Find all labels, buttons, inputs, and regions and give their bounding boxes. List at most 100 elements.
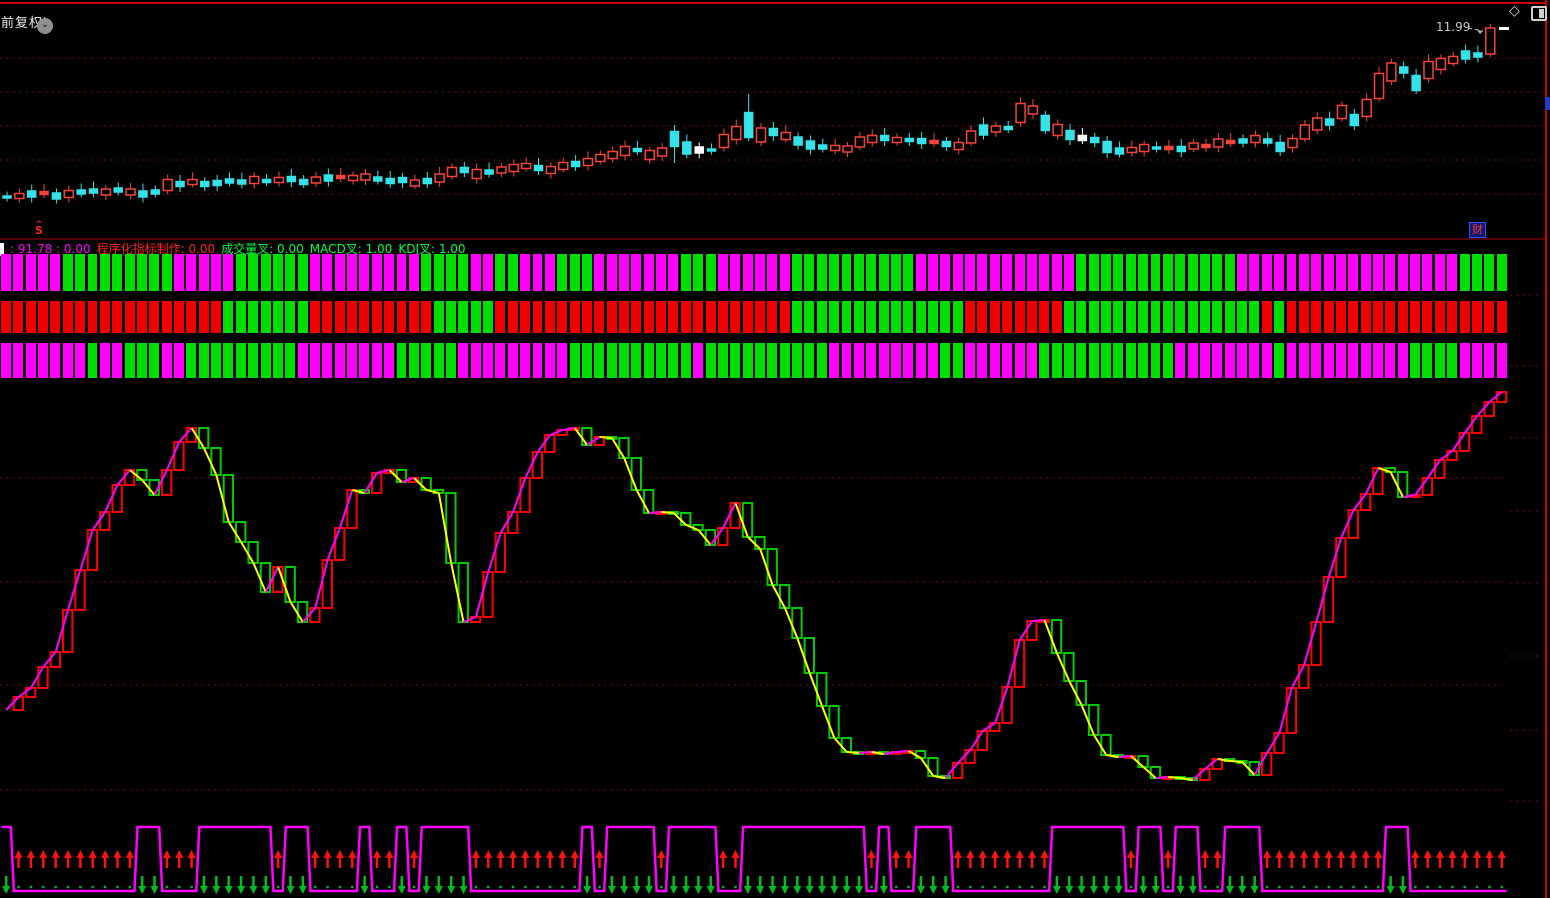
band-cell — [742, 301, 753, 333]
band-cell — [1286, 301, 1297, 333]
band-cell — [705, 301, 716, 333]
band-cell — [965, 343, 976, 378]
band-cell — [1274, 343, 1285, 378]
band-cell — [532, 301, 543, 333]
band-cell — [235, 254, 246, 291]
band-cell — [285, 343, 296, 378]
band-cell — [693, 301, 704, 333]
band-cell — [1311, 301, 1322, 333]
band-cell — [347, 254, 358, 291]
indicator-item-1[interactable]: 程序化指标制作: 0.00 — [96, 242, 216, 256]
band-cell — [680, 254, 691, 291]
panel-layout-icon[interactable] — [1531, 6, 1547, 21]
band-cell — [1051, 301, 1062, 333]
band-cell — [1125, 343, 1136, 378]
band-cell — [458, 254, 469, 291]
band-cell — [1484, 301, 1495, 333]
indicator-item-2[interactable]: 成交量叉: 0.00 — [221, 242, 304, 256]
band-cell — [38, 301, 49, 333]
band-cell — [1076, 343, 1087, 378]
band-cell — [458, 301, 469, 333]
band-cell — [310, 301, 320, 333]
diamond-icon[interactable]: ◇ — [1509, 3, 1520, 19]
band-cell — [717, 254, 728, 291]
band-cell — [211, 254, 222, 291]
band-cell — [1101, 343, 1112, 378]
band-cell — [1002, 301, 1013, 333]
band-cell — [767, 254, 778, 291]
band-cell — [149, 343, 160, 378]
band-cell — [606, 343, 617, 378]
band-cell — [396, 343, 407, 378]
band-cell — [1261, 343, 1272, 378]
band-cell — [532, 343, 543, 378]
band-cell — [112, 301, 123, 333]
band-cell — [13, 343, 24, 378]
band-cell — [755, 343, 765, 378]
band-cell — [804, 254, 815, 291]
band-cell — [866, 343, 877, 378]
band-cell — [829, 254, 840, 291]
band-cell — [1422, 343, 1433, 378]
band-cell — [619, 301, 629, 333]
band-cell — [668, 254, 679, 291]
band-cell — [866, 301, 877, 333]
finance-info-tag[interactable]: 财 — [1469, 222, 1486, 238]
band-cell — [1199, 254, 1210, 291]
band-cell — [1335, 343, 1346, 378]
chevron-down-icon[interactable]: ⌄ — [37, 18, 53, 34]
indicator-band-row-2 — [0, 301, 1508, 333]
band-cell — [1261, 254, 1272, 291]
band-cell — [1410, 254, 1421, 291]
kline-chart[interactable] — [0, 0, 1550, 240]
band-cell — [297, 254, 308, 291]
band-cell — [1447, 343, 1458, 378]
band-cell — [1, 254, 11, 291]
indicator-item-4[interactable]: KDJ叉: 1.00 — [398, 242, 466, 256]
band-cell — [557, 301, 568, 333]
band-cell — [260, 343, 271, 378]
band-cell — [1175, 343, 1186, 378]
band-cell — [223, 254, 234, 291]
band-cell — [198, 254, 209, 291]
band-cell — [433, 343, 444, 378]
band-cell — [581, 343, 592, 378]
band-cell — [1484, 343, 1495, 378]
band-cell — [310, 343, 320, 378]
band-cell — [421, 343, 432, 378]
band-cell — [680, 343, 691, 378]
band-cell — [1113, 301, 1124, 333]
band-cell — [656, 301, 667, 333]
band-cell — [1076, 254, 1087, 291]
band-cell — [1039, 254, 1050, 291]
band-cell — [1360, 301, 1371, 333]
band-cell — [520, 343, 531, 378]
signal-flag-caret: ^ — [35, 220, 43, 230]
band-cell — [656, 343, 667, 378]
band-cell — [779, 301, 790, 333]
band-cell — [297, 301, 308, 333]
band-cell — [952, 343, 963, 378]
band-cell — [1039, 301, 1050, 333]
band-cell — [1434, 343, 1445, 378]
band-cell — [1150, 254, 1161, 291]
band-cell — [1162, 343, 1173, 378]
cursor-bar — [0, 243, 4, 256]
band-cell — [841, 301, 852, 333]
band-cell — [1150, 301, 1161, 333]
band-cell — [903, 301, 914, 333]
band-cell — [1113, 254, 1124, 291]
band-cell — [1224, 343, 1235, 378]
band-cell — [50, 254, 61, 291]
band-cell — [1348, 301, 1359, 333]
band-cell — [136, 343, 147, 378]
indicator-item-3[interactable]: MACD叉: 1.00 — [309, 242, 393, 256]
band-cell — [260, 254, 271, 291]
band-cell — [1088, 301, 1099, 333]
scrollbar-thumb[interactable] — [1545, 97, 1550, 110]
band-cell — [779, 343, 790, 378]
band-cell — [1323, 343, 1334, 378]
band-cell — [1187, 254, 1198, 291]
